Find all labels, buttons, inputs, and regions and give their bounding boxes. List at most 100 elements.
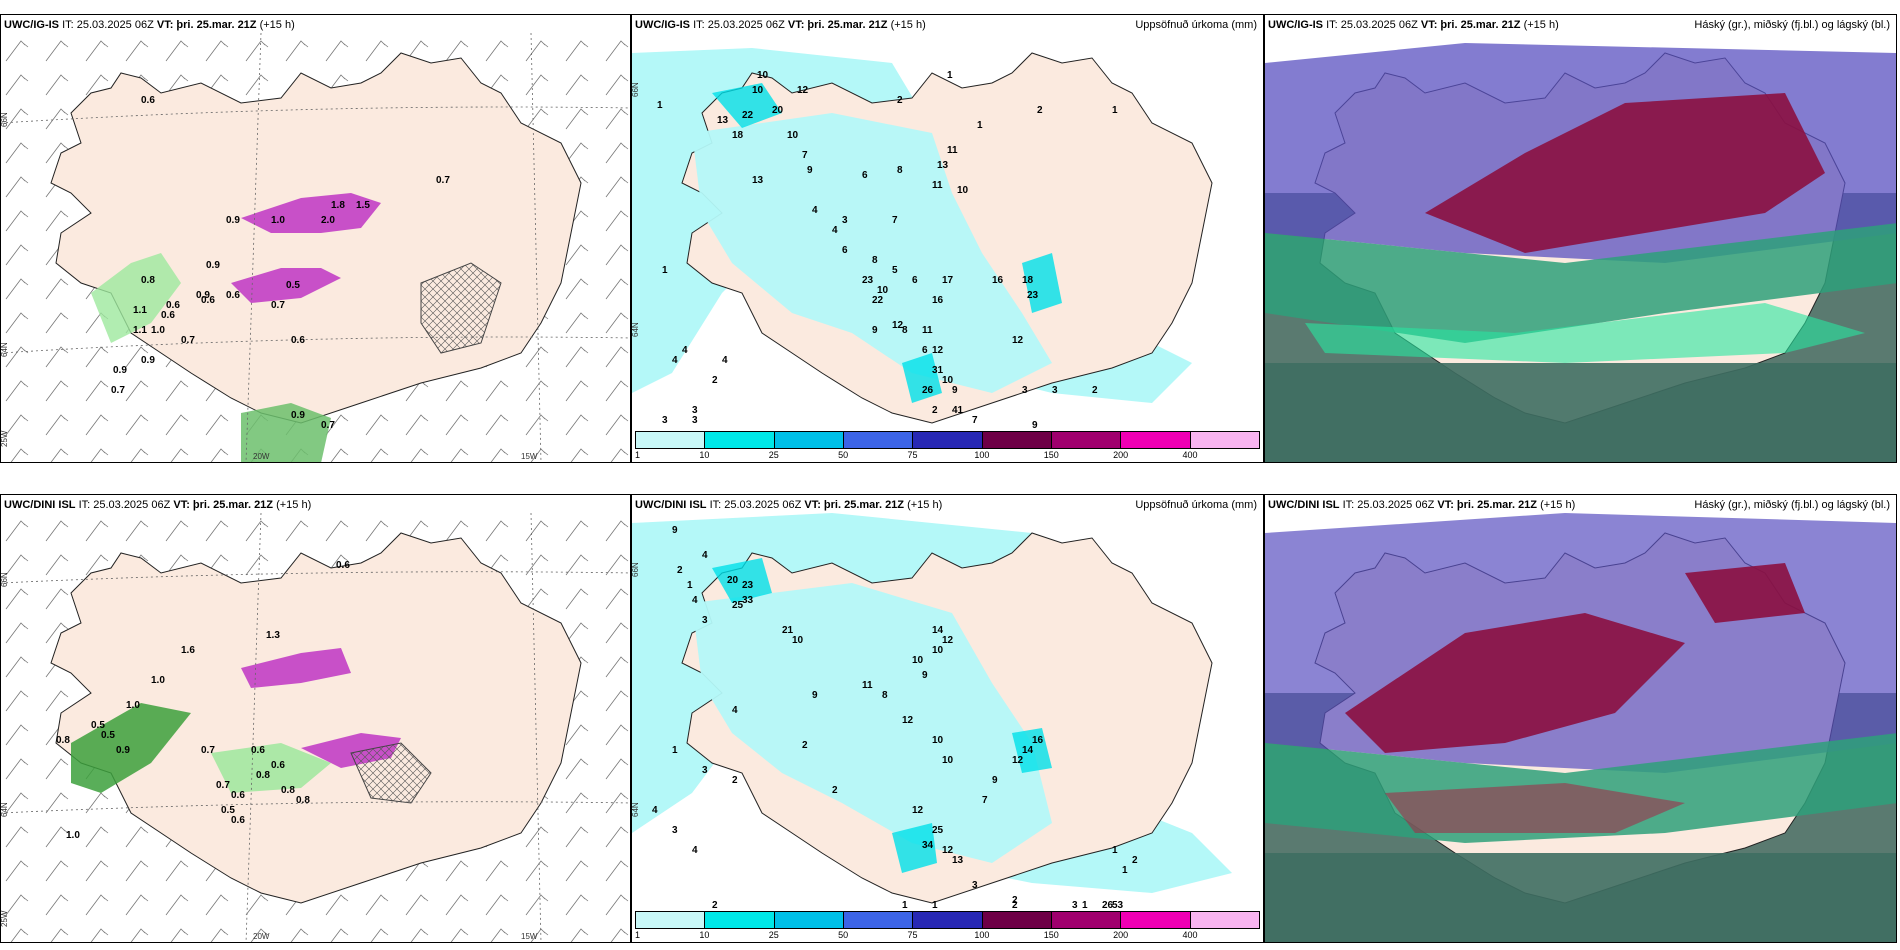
point-value: 10	[942, 375, 954, 386]
point-value: 4	[832, 225, 838, 236]
precip-mid-s	[902, 353, 942, 403]
lead-time: (+15 h)	[276, 499, 312, 511]
legend-swatch	[913, 912, 983, 928]
low-cloud-band-bright	[1305, 303, 1865, 363]
panel-header: UWC/DINI ISL IT: 25.03.2025 06Z VT: þri.…	[1268, 499, 1890, 513]
point-value: 1.0	[151, 325, 165, 336]
precip-legend: 1 10 25 50 75 100 150 200 400	[635, 911, 1260, 940]
point-value: 1.0	[126, 700, 140, 711]
lon-label-15w: 15W	[521, 452, 538, 461]
point-value: 0.7	[216, 780, 230, 791]
high-cloud-band	[1345, 613, 1685, 753]
point-value: 1	[977, 120, 983, 131]
point-value: 20	[772, 105, 784, 116]
point-value: 33	[742, 595, 754, 606]
lead-time: (+15 h)	[259, 19, 295, 31]
valid-label: VT:	[1437, 499, 1454, 511]
point-value: 11	[932, 180, 943, 191]
point-value: 11	[862, 680, 873, 691]
magenta-area	[241, 648, 351, 688]
lat-label-66n: 66N	[1, 112, 9, 127]
point-value: 0.6	[141, 95, 155, 106]
init-time: IT: 25.03.2025 06Z	[1342, 499, 1435, 511]
point-value: 13	[717, 115, 729, 126]
point-value: 13	[937, 160, 949, 171]
low-cloud-south	[1265, 363, 1896, 462]
legend-swatch	[1190, 432, 1259, 448]
legend-tick: 75	[907, 450, 918, 460]
point-value: 12	[892, 320, 904, 331]
point-value: 17	[942, 275, 954, 286]
point-value: 10	[932, 735, 944, 746]
point-value: 25	[732, 600, 744, 611]
point-value: 9	[872, 325, 878, 336]
lat-label-64n: 64N	[632, 802, 640, 817]
valid-time: þri. 25.mar. 21Z	[192, 499, 274, 511]
lon-label-15w: 15W	[521, 932, 538, 941]
precip-mid-e	[1022, 253, 1062, 313]
point-value: 4	[702, 550, 708, 561]
point-value: 0.7	[436, 175, 450, 186]
point-value: 1.1	[133, 305, 147, 316]
point-value: 10	[757, 70, 769, 81]
point-value: 21	[782, 625, 794, 636]
point-value: 2.0	[321, 215, 335, 226]
point-value: 0.5	[221, 805, 235, 816]
green-shading-light	[211, 743, 331, 793]
panel-title: Uppsöfnuð úrkoma (mm)	[1135, 499, 1257, 511]
init-time: IT: 25.03.2025 06Z	[62, 19, 154, 31]
point-value: 18	[1022, 275, 1034, 286]
model-name: UWC/IG-IS	[4, 19, 59, 31]
legend-tick: 400	[1182, 450, 1198, 460]
point-value: 12	[902, 715, 914, 726]
panel-dini-wind: UWC/DINI ISL IT: 25.03.2025 06Z VT: þri.…	[0, 494, 631, 943]
magenta-area	[241, 193, 381, 233]
lat-label-66n: 66N	[632, 562, 640, 577]
point-value: 10	[792, 635, 804, 646]
point-value: 0.7	[201, 745, 215, 756]
point-value: 23	[1027, 290, 1039, 301]
point-value: 0.9	[291, 410, 305, 421]
precip-mid-e	[1012, 728, 1052, 773]
point-value: 0.5	[101, 730, 115, 741]
point-value: 1	[672, 745, 678, 756]
point-value: 0.5	[286, 280, 300, 291]
lead-time: (+15 h)	[1523, 19, 1559, 31]
point-value: 12	[912, 805, 924, 816]
legend-tick: 10	[699, 930, 710, 940]
low-cloud-band	[1265, 223, 1896, 343]
point-value: 1.1	[133, 325, 147, 336]
legend-tick: 100	[974, 930, 990, 940]
map-wind: 0.61.01.60.80.91.31.00.50.50.7 0.60.80.70…	[1, 513, 630, 942]
point-value: 0.8	[281, 785, 295, 796]
point-value: 0.9	[206, 260, 220, 271]
point-value: 1.0	[271, 215, 285, 226]
valid-label: VT:	[1420, 19, 1438, 31]
point-value: 10	[942, 755, 954, 766]
high-cloud-patch	[1685, 563, 1805, 623]
point-value: 18	[732, 130, 744, 141]
point-value: 1	[932, 900, 938, 911]
legend-tick: 1	[635, 450, 641, 460]
iceland-land	[50, 532, 582, 904]
legend-swatch	[982, 912, 1052, 928]
init-time: IT: 25.03.2025 06Z	[693, 19, 785, 31]
point-value: 13	[952, 855, 964, 866]
point-values: 0.61.01.60.80.91.31.00.50.50.7 0.60.80.70…	[56, 560, 350, 841]
valid-time: þri. 25.mar. 21Z	[823, 499, 905, 511]
point-value: 10	[877, 285, 889, 296]
legend-swatch	[1190, 912, 1259, 928]
legend-tick: 150	[1043, 450, 1059, 460]
legend-tick: 25	[768, 930, 779, 940]
grid-lines	[1, 33, 630, 462]
point-value: 16	[932, 295, 944, 306]
point-value: 2	[1012, 900, 1018, 911]
point-value: 3	[1072, 900, 1078, 911]
legend-tick: 75	[907, 930, 918, 940]
point-value: 2	[677, 565, 683, 576]
point-value: 4	[692, 845, 698, 856]
precip-mid-nw	[712, 558, 772, 603]
